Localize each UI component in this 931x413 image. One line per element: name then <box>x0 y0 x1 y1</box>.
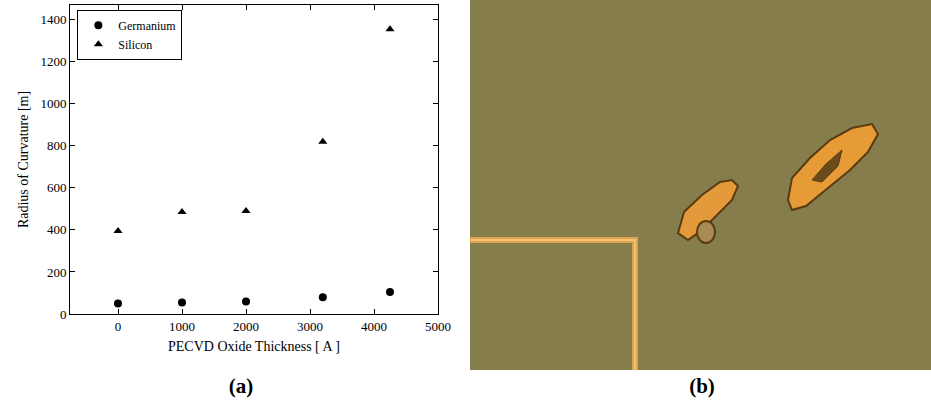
svg-text:Germanium: Germanium <box>118 19 176 33</box>
svg-text:400: 400 <box>47 222 67 237</box>
svg-text:1400: 1400 <box>40 12 66 27</box>
html-text:(b): (b) <box>689 374 715 398</box>
svg-text:5000: 5000 <box>425 319 451 334</box>
svg-text:0: 0 <box>60 307 67 322</box>
svg-text:1000: 1000 <box>169 319 195 334</box>
svg-text:200: 200 <box>47 265 67 280</box>
svg-text:Radius of Curvature [m]: Radius of Curvature [m] <box>16 91 31 228</box>
svg-text:1000: 1000 <box>40 96 66 111</box>
html-text:(a): (a) <box>228 374 254 398</box>
svg-text:600: 600 <box>47 180 67 195</box>
svg-text:4000: 4000 <box>361 319 387 334</box>
svg-text:1200: 1200 <box>40 54 66 69</box>
svg-text:0: 0 <box>115 319 122 334</box>
svg-text:PECVD Oxide Thickness [ A ]: PECVD Oxide Thickness [ A ] <box>168 339 340 354</box>
svg-text:3000: 3000 <box>297 319 323 334</box>
svg-text:800: 800 <box>47 138 67 153</box>
svg-text:2000: 2000 <box>233 319 259 334</box>
svg-text:Silicon: Silicon <box>118 38 152 52</box>
